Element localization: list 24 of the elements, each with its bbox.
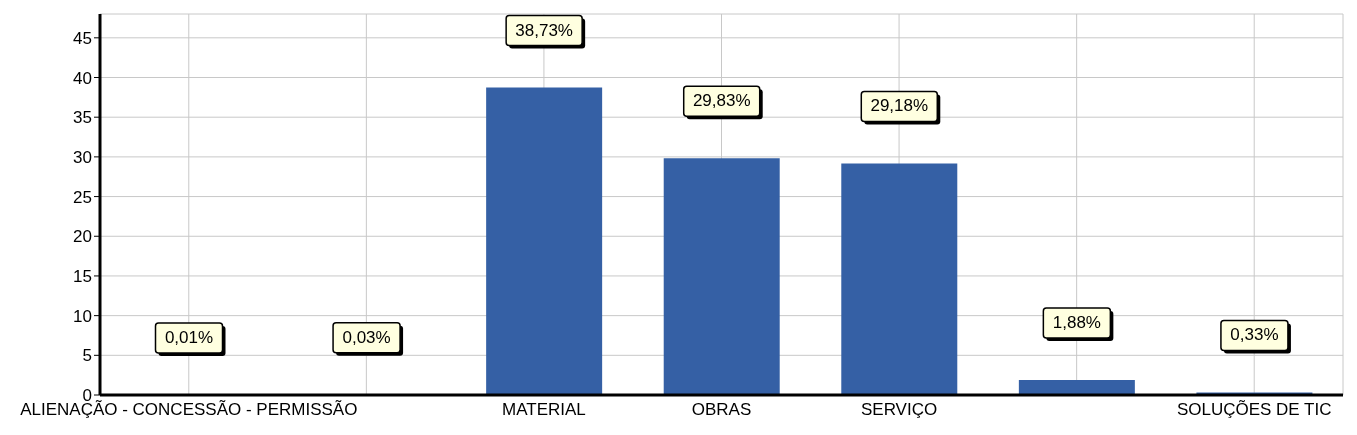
data-label: 0,03% bbox=[342, 327, 391, 347]
data-label: 29,83% bbox=[692, 91, 751, 111]
data-label: 1,88% bbox=[1052, 313, 1101, 333]
bar bbox=[486, 87, 603, 395]
y-tick-label: 25 bbox=[73, 187, 92, 207]
bar bbox=[1018, 380, 1135, 395]
data-label: 0,01% bbox=[164, 327, 214, 347]
y-tick-label: 45 bbox=[73, 28, 92, 48]
bar bbox=[841, 163, 958, 395]
y-tick-label: 5 bbox=[82, 346, 92, 366]
x-tick-label: SERVIÇO bbox=[860, 400, 938, 420]
y-tick-label: 20 bbox=[73, 227, 92, 247]
y-tick-label: 40 bbox=[73, 68, 92, 88]
bar bbox=[663, 158, 780, 395]
x-tick-label: SOLUÇÕES DE TIC bbox=[1176, 400, 1332, 420]
data-label: 38,73% bbox=[515, 20, 573, 40]
data-label: 0,33% bbox=[1230, 325, 1279, 345]
x-tick-label: OBRAS bbox=[691, 400, 752, 420]
y-tick-label: 15 bbox=[73, 266, 92, 286]
y-tick-label: 10 bbox=[73, 306, 92, 326]
x-tick-label: MATERIAL bbox=[502, 400, 586, 420]
y-tick-label: 35 bbox=[73, 108, 92, 128]
data-label: 29,18% bbox=[870, 96, 929, 116]
y-tick-label: 30 bbox=[73, 147, 92, 167]
